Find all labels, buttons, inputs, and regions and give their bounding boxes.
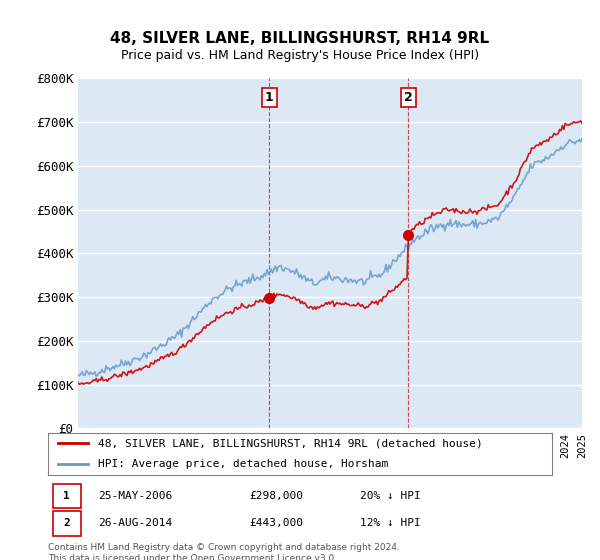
Text: Contains HM Land Registry data © Crown copyright and database right 2024.
This d: Contains HM Land Registry data © Crown c… <box>48 543 400 560</box>
Text: 2: 2 <box>404 91 412 104</box>
FancyBboxPatch shape <box>53 484 81 508</box>
Text: £443,000: £443,000 <box>250 519 304 528</box>
Text: 20% ↓ HPI: 20% ↓ HPI <box>361 491 421 501</box>
Text: 25-MAY-2006: 25-MAY-2006 <box>98 491 173 501</box>
Text: 48, SILVER LANE, BILLINGSHURST, RH14 9RL: 48, SILVER LANE, BILLINGSHURST, RH14 9RL <box>110 31 490 46</box>
Text: 2: 2 <box>63 519 70 528</box>
Text: 12% ↓ HPI: 12% ↓ HPI <box>361 519 421 528</box>
Text: 1: 1 <box>265 91 274 104</box>
Text: HPI: Average price, detached house, Horsham: HPI: Average price, detached house, Hors… <box>98 459 389 469</box>
Text: 48, SILVER LANE, BILLINGSHURST, RH14 9RL (detached house): 48, SILVER LANE, BILLINGSHURST, RH14 9RL… <box>98 438 483 449</box>
Text: £298,000: £298,000 <box>250 491 304 501</box>
FancyBboxPatch shape <box>53 511 81 535</box>
Text: Price paid vs. HM Land Registry's House Price Index (HPI): Price paid vs. HM Land Registry's House … <box>121 49 479 62</box>
Text: 1: 1 <box>63 491 70 501</box>
Text: 26-AUG-2014: 26-AUG-2014 <box>98 519 173 528</box>
